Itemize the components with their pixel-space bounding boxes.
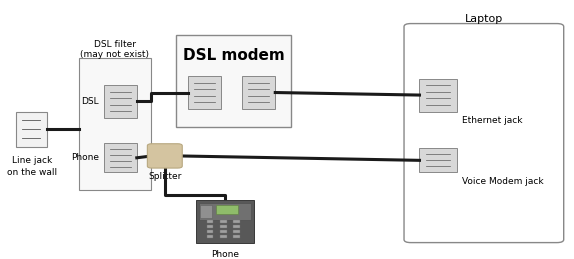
Bar [196,200,254,243]
Text: DSL modem: DSL modem [183,48,284,63]
Text: Line jack: Line jack [11,156,52,166]
Bar [79,58,150,190]
Bar [103,85,137,118]
Text: on the wall: on the wall [7,168,57,177]
Text: (may not exist): (may not exist) [80,50,149,59]
Bar [242,76,276,109]
Bar [207,220,214,223]
Text: Ethernet jack: Ethernet jack [463,116,523,125]
Text: Voice Modem jack: Voice Modem jack [463,177,544,186]
Text: DSL: DSL [82,97,99,106]
FancyBboxPatch shape [148,144,183,168]
Bar [233,230,240,233]
Text: Laptop: Laptop [465,14,503,24]
Bar [176,35,290,127]
Bar [188,76,221,109]
Bar [207,230,214,233]
Bar [207,225,214,228]
Bar [207,235,214,238]
FancyBboxPatch shape [404,24,564,243]
Bar [216,205,238,214]
Bar [220,230,227,233]
Text: DSL filter: DSL filter [94,40,135,49]
Bar [233,220,240,223]
Bar [199,203,251,220]
Text: Splitter: Splitter [148,172,181,181]
Bar [103,143,137,172]
Text: Phone: Phone [71,153,99,162]
Bar [233,225,240,228]
Bar [16,112,48,147]
Bar [233,235,240,238]
Bar [220,235,227,238]
Bar [420,148,457,172]
Bar [220,225,227,228]
Text: Phone: Phone [211,250,239,259]
Bar [200,205,212,218]
Bar [420,78,457,112]
Bar [220,220,227,223]
